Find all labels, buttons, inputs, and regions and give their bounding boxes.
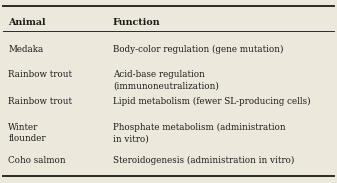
Text: Function: Function <box>113 18 160 27</box>
Text: Steroidogenesis (administration in vitro): Steroidogenesis (administration in vitro… <box>113 156 294 165</box>
Text: Winter
flounder: Winter flounder <box>8 123 46 143</box>
Text: Phosphate metabolism (administration
in vitro): Phosphate metabolism (administration in … <box>113 123 285 143</box>
Text: Body-color regulation (gene mutation): Body-color regulation (gene mutation) <box>113 45 283 54</box>
Text: Acid-base regulation
(immunoneutralization): Acid-base regulation (immunoneutralizati… <box>113 70 219 90</box>
Text: Coho salmon: Coho salmon <box>8 156 66 165</box>
Text: Lipid metabolism (fewer SL-producing cells): Lipid metabolism (fewer SL-producing cel… <box>113 97 310 107</box>
Text: Medaka: Medaka <box>8 45 44 54</box>
Text: Animal: Animal <box>8 18 46 27</box>
Text: Rainbow trout: Rainbow trout <box>8 97 72 106</box>
Text: Rainbow trout: Rainbow trout <box>8 70 72 79</box>
